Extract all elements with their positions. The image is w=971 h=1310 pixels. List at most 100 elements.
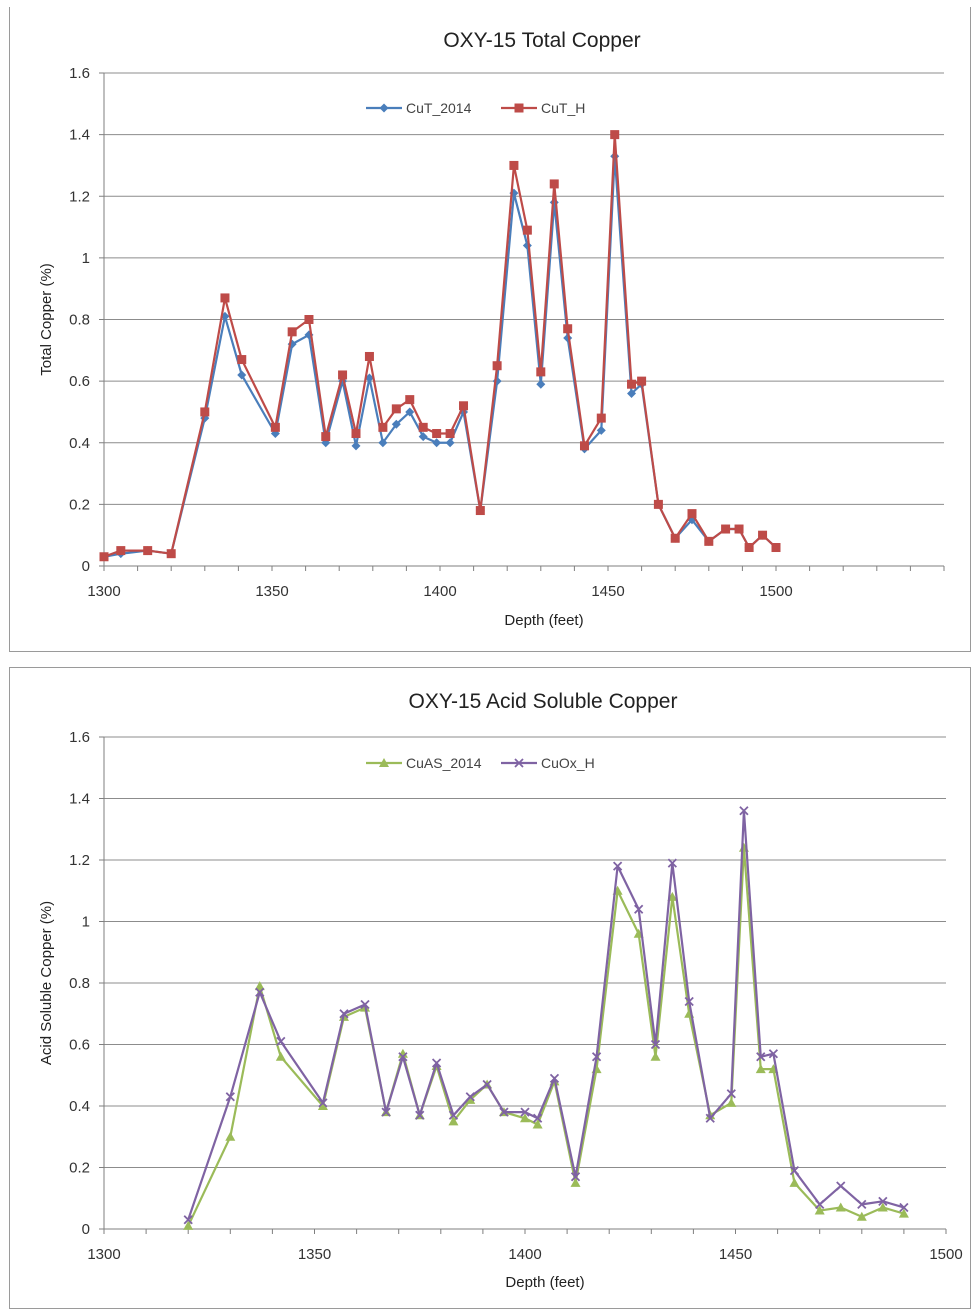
chart2-data-point [381, 1107, 391, 1117]
chart1-y-axis-label: Total Copper (%) [38, 263, 55, 376]
chart2-data-point [835, 1202, 846, 1212]
chart1-data-point [475, 506, 485, 516]
chart1-series-line [103, 155, 777, 558]
chart1-data-point [721, 524, 731, 534]
chart2-data-point [856, 1211, 867, 1221]
chart1-data-point [536, 379, 546, 389]
chart2-data-point [532, 1119, 543, 1129]
chart2-data-point [667, 858, 677, 868]
chart2-legend-label: CuOx_H [541, 755, 595, 771]
chart1-data-point [405, 395, 415, 405]
chart2-data-point [398, 1052, 408, 1062]
chart2-data-point [570, 1172, 581, 1182]
chart2-data-point [225, 1092, 235, 1102]
chart1-data-point [627, 388, 637, 398]
chart2-data-point [768, 1049, 779, 1059]
chart2-data-point [814, 1205, 825, 1215]
chart2-data-point [612, 861, 623, 871]
chart1-data-point [596, 413, 606, 423]
chart2-data-point [465, 1094, 476, 1104]
chart1-y-tick-label: 1 [82, 250, 90, 267]
chart2-data-point [225, 1131, 236, 1141]
chart2-data-point [878, 1196, 888, 1206]
chart1-data-point [579, 441, 589, 451]
chart2-legend-marker [379, 758, 389, 767]
chart1-data-point [99, 552, 109, 562]
chart1-data-point [378, 422, 388, 432]
chart2-legend-label: CuAS_2014 [406, 755, 482, 771]
chart2-y-tick-label: 1 [82, 914, 90, 931]
chart1-y-tick-label: 0.6 [69, 373, 90, 390]
chart2-data-point [276, 1036, 286, 1047]
chart1-data-point [670, 533, 680, 543]
chart2-x-tick-label: 1450 [719, 1246, 752, 1263]
chart2-y-tick-label: 0.8 [69, 975, 90, 992]
chart1-data-point [596, 425, 606, 435]
chart1-x-tick-label: 1350 [255, 583, 288, 600]
chart2-x-tick-label: 1500 [929, 1246, 962, 1263]
chart1-data-point [270, 422, 280, 432]
acid-soluble-copper-chart: OXY-15 Acid Soluble Copper 0 0.2 0.4 0.6 0.8 1… [9, 667, 971, 1309]
chart1-data-point [405, 407, 415, 417]
chart1-data-point [418, 432, 428, 442]
chart2-data-point [726, 1089, 736, 1099]
chart2-data-point [339, 1009, 349, 1019]
chart1-data-point [492, 361, 502, 371]
chart1-data-point [391, 419, 401, 429]
chart2-data-point [415, 1110, 425, 1120]
chart2-data-point [520, 1107, 530, 1117]
chart1-data-point [351, 441, 361, 451]
chart2-y-tick-label: 0.4 [69, 1098, 90, 1115]
chart1-data-point [237, 355, 247, 365]
chart1-data-point [522, 241, 532, 251]
chart2-data-point [898, 1208, 909, 1218]
chart1-data-point [744, 543, 754, 553]
chart2-data-point [482, 1079, 492, 1090]
chart2-data-point [448, 1110, 459, 1120]
chart1-data-point [563, 324, 573, 334]
chart1-data-point [549, 179, 559, 189]
chart2-data-point [857, 1199, 867, 1210]
chart2-data-point [448, 1116, 459, 1126]
chart2-data-point [532, 1113, 543, 1123]
chart2-data-point [465, 1092, 475, 1102]
chart1-data-point [200, 407, 210, 417]
chart1-data-point [445, 429, 455, 439]
chart2-legend: CuAS_2014 CuOx_H [366, 755, 595, 771]
chart1-data-point [351, 429, 361, 439]
chart1-data-point [459, 401, 469, 411]
chart1-data-point [637, 376, 647, 386]
chart1-series-cut-h [99, 130, 781, 562]
chart2-data-point [815, 1199, 825, 1210]
chart2-x-tick-label: 1400 [508, 1246, 541, 1263]
chart2-data-point [549, 1073, 560, 1083]
chart2-data-point [431, 1058, 442, 1068]
chart1-x-tick-label: 1300 [87, 583, 120, 600]
chart1-data-point [704, 536, 714, 546]
chart2-data-point [755, 1064, 766, 1074]
chart2-series-cuas-2014 [183, 842, 909, 1230]
chart2-data-point [836, 1181, 846, 1191]
chart2-series-line [187, 809, 905, 1221]
chart2-data-point [183, 1220, 194, 1230]
chart1-data-point [653, 499, 663, 509]
chart1-data-point [432, 438, 442, 448]
chart2-data-point [650, 1051, 661, 1061]
chart1-legend-label: CuT_2014 [406, 100, 472, 116]
chart2-data-point [360, 999, 370, 1010]
chart1-data-point [220, 293, 230, 303]
chart1-data-point [287, 327, 297, 337]
chart2-data-point [756, 1052, 766, 1062]
chart2-data-point [650, 1039, 661, 1050]
chart1-data-point [432, 429, 442, 439]
chart1-data-point [734, 524, 744, 534]
chart1-data-point [364, 351, 374, 361]
chart2-data-point [684, 996, 694, 1007]
chart1-y-tick-label: 0.2 [69, 496, 90, 513]
chart1-y-tick-label: 0.8 [69, 312, 90, 329]
chart2-data-point [183, 1215, 193, 1225]
chart2-data-point [877, 1202, 888, 1212]
chart2-y-tick-label: 0 [82, 1221, 90, 1238]
chart2-data-point [318, 1098, 328, 1108]
chart1-data-point [758, 530, 768, 540]
